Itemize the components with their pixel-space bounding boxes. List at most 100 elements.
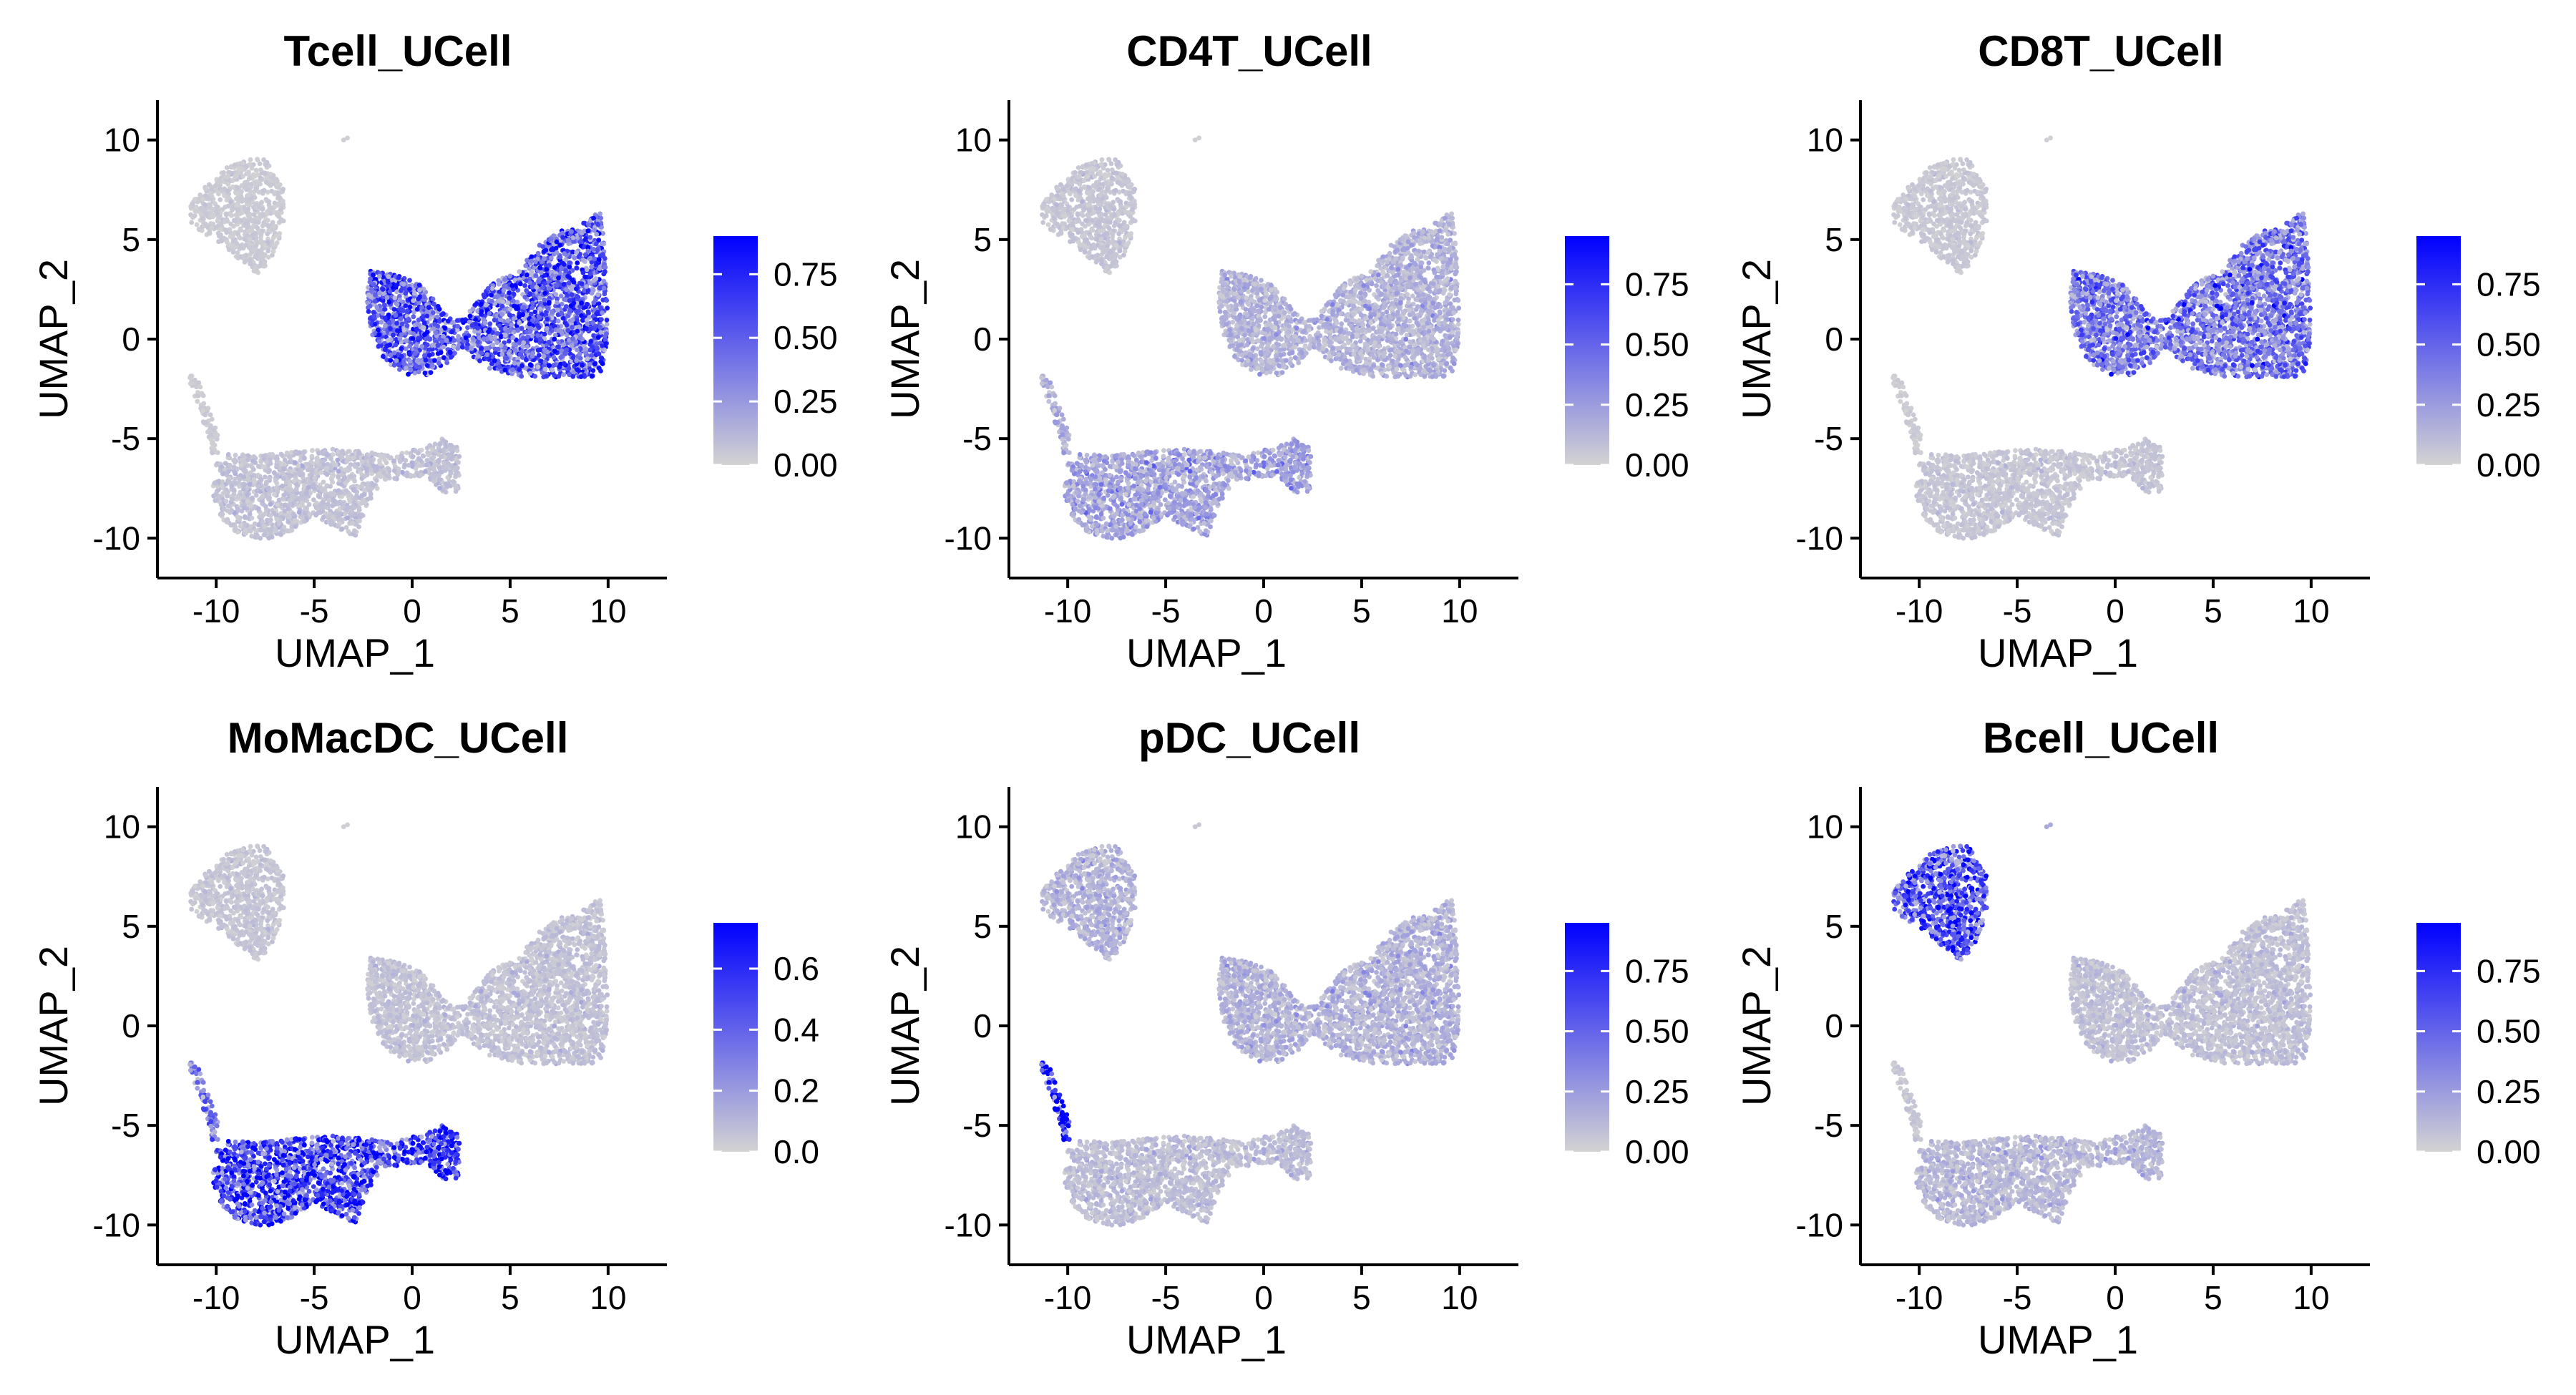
cell-point bbox=[580, 362, 585, 368]
cell-point bbox=[274, 517, 280, 522]
cell-point bbox=[577, 335, 582, 341]
cell-point bbox=[407, 286, 412, 292]
cell-point bbox=[436, 477, 442, 482]
cell-point bbox=[595, 292, 601, 298]
cell-point bbox=[209, 193, 215, 199]
panel-title: Tcell_UCell bbox=[283, 27, 512, 75]
cell-point bbox=[595, 346, 600, 351]
cell-point bbox=[274, 210, 280, 215]
cell-point bbox=[565, 328, 571, 333]
cell-point bbox=[187, 381, 193, 386]
cell-point bbox=[416, 317, 421, 323]
cell-point bbox=[454, 465, 459, 470]
cell-point bbox=[436, 319, 442, 324]
cell-point bbox=[399, 353, 404, 359]
cell-point bbox=[240, 453, 245, 459]
cell-point bbox=[261, 157, 266, 162]
cell-point bbox=[578, 374, 584, 379]
cell-point bbox=[452, 338, 457, 343]
cell-point bbox=[368, 491, 374, 497]
cell-point bbox=[209, 187, 215, 192]
cell-point bbox=[566, 280, 572, 286]
cell-point bbox=[597, 211, 602, 217]
cell-point bbox=[285, 513, 290, 519]
cell-point bbox=[519, 363, 525, 368]
y-tick-label: 0 bbox=[122, 320, 140, 358]
cell-point bbox=[383, 323, 388, 328]
cell-point bbox=[556, 339, 561, 345]
cell-point bbox=[561, 372, 567, 377]
cell-point bbox=[542, 359, 548, 365]
cell-point bbox=[525, 344, 530, 349]
y-tick-label: 10 bbox=[104, 122, 140, 159]
cell-point bbox=[240, 160, 245, 166]
cell-point bbox=[369, 457, 374, 463]
cell-point bbox=[469, 346, 474, 351]
cell-point bbox=[309, 468, 314, 474]
cell-point bbox=[588, 326, 594, 332]
cell-point bbox=[424, 462, 429, 468]
cell-points bbox=[1039, 135, 1461, 541]
cell-point bbox=[441, 438, 447, 444]
cell-point bbox=[422, 371, 428, 376]
cell-point bbox=[399, 321, 405, 327]
cell-point bbox=[249, 515, 255, 521]
cell-point bbox=[546, 339, 552, 345]
cell-point bbox=[248, 157, 253, 162]
cell-point bbox=[386, 274, 391, 279]
cell-point bbox=[537, 265, 542, 270]
cell-point bbox=[286, 519, 291, 524]
cell-point bbox=[582, 252, 588, 258]
cell-point bbox=[404, 366, 409, 371]
cell-point bbox=[219, 483, 225, 489]
cell-point bbox=[453, 472, 458, 478]
cell-point bbox=[439, 339, 445, 344]
cell-point bbox=[492, 335, 497, 341]
cell-point bbox=[552, 333, 558, 338]
cell-point bbox=[510, 335, 516, 341]
cell-point bbox=[265, 217, 270, 223]
cell-point bbox=[200, 419, 206, 424]
cell-point bbox=[240, 481, 246, 487]
cell-point bbox=[235, 494, 240, 500]
cell-point bbox=[567, 298, 572, 303]
umap-panel-2: CD4T_UCell-10 -5 0 5 10-10-50510UMAP_1UMAP_2… bbox=[882, 27, 1689, 675]
cell-point bbox=[464, 346, 470, 351]
cell-point bbox=[311, 482, 316, 488]
cell-point bbox=[484, 352, 490, 358]
cell-point bbox=[224, 175, 230, 180]
cell-point bbox=[577, 351, 582, 356]
cell-point bbox=[263, 162, 269, 168]
cell-point bbox=[542, 256, 547, 261]
cell-point bbox=[361, 491, 366, 497]
cell-point bbox=[570, 336, 575, 341]
cell-point bbox=[323, 466, 328, 471]
x-tick-label: -5 bbox=[300, 592, 329, 630]
cell-point bbox=[551, 355, 557, 360]
cell-point bbox=[529, 258, 535, 264]
cell-point bbox=[499, 351, 505, 357]
cell-point bbox=[474, 301, 479, 306]
cell-point bbox=[276, 214, 282, 220]
cell-point bbox=[280, 453, 285, 458]
cell-point bbox=[537, 276, 542, 282]
cell-point bbox=[260, 464, 265, 469]
cell-point bbox=[233, 452, 238, 458]
cell-point bbox=[343, 480, 348, 486]
cell-point bbox=[282, 462, 288, 467]
cell-point bbox=[352, 512, 358, 517]
cell-point bbox=[283, 503, 288, 508]
cell-point bbox=[223, 212, 229, 217]
cell-point bbox=[589, 373, 595, 379]
cell-point bbox=[449, 443, 454, 448]
cell-point bbox=[541, 353, 547, 359]
cell-point bbox=[252, 180, 257, 185]
cell-point bbox=[386, 320, 392, 326]
cell-point bbox=[351, 487, 357, 493]
cell-point bbox=[502, 277, 507, 282]
cell-point bbox=[381, 302, 387, 308]
cell-point bbox=[604, 331, 609, 337]
cell-point bbox=[356, 524, 361, 529]
cell-point bbox=[417, 288, 422, 293]
cell-point bbox=[564, 347, 570, 353]
